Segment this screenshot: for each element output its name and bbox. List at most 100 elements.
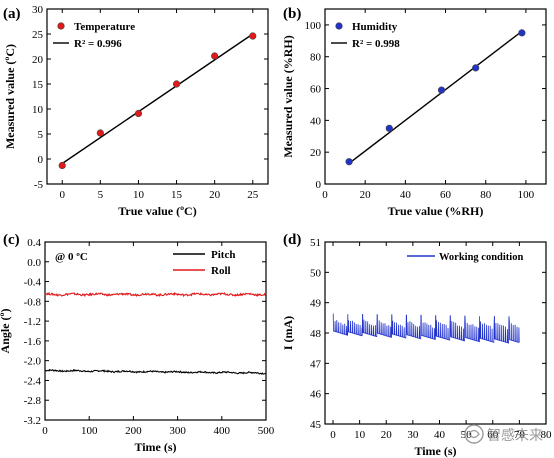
data-point [385, 124, 393, 132]
y-tick-label: 48 [310, 328, 322, 340]
panel-label: (c) [3, 232, 20, 248]
y-tick-label: 30 [32, 4, 44, 16]
x-tick-label: 70 [514, 429, 526, 441]
x-tick-label: 20 [381, 429, 393, 441]
panel-label: (d) [283, 232, 301, 248]
x-tick-label: 50 [461, 429, 473, 441]
data-point [345, 158, 353, 166]
plot-frame [324, 8, 547, 185]
legend-label: Working condition [439, 252, 523, 263]
x-axis-title: True value (ºC) [118, 204, 196, 218]
y-axis-title: Measured value (%RH) [281, 35, 295, 157]
y-tick-label: 0.0 [27, 257, 41, 269]
legend-fit-label: R² = 0.996 [74, 38, 122, 50]
y-tick-label: 46 [310, 389, 322, 401]
data-point [58, 161, 66, 170]
x-tick-label: 60 [440, 189, 452, 201]
y-tick-label: 0 [38, 154, 44, 166]
data-point [96, 129, 104, 137]
x-tick-label: 300 [169, 425, 186, 437]
y-tick-label: 49 [310, 298, 322, 310]
data-point [172, 80, 181, 88]
x-tick-label: 10 [133, 189, 145, 201]
series-line-pitch [44, 368, 267, 375]
y-tick-label: 5 [38, 129, 44, 141]
x-tick-label: 20 [209, 189, 221, 201]
y-tick-label: 0 [316, 179, 322, 191]
x-tick-label: 0 [330, 429, 336, 441]
watermark-logo-mark [468, 429, 480, 439]
x-tick-label: 80 [541, 429, 553, 441]
x-tick-label: 30 [407, 429, 419, 441]
x-tick-label: 100 [518, 189, 535, 201]
annotation: @ 0 ºC [55, 251, 88, 263]
x-axis-title: True value (%RH) [388, 204, 484, 218]
series-line-roll [44, 291, 267, 298]
fit-line [61, 33, 254, 165]
panel-c: (c) 0 100 200 300 400 500 -3.2 -2.8 -2.4 -2.0 -1.6 -… [0, 232, 275, 454]
x-tick-label: 100 [81, 425, 98, 437]
y-tick-label: -5 [34, 179, 44, 191]
data-point [472, 64, 480, 72]
legend-label: Temperature [74, 21, 135, 33]
y-tick-label: 51 [310, 237, 321, 249]
y-tick-label: -2.0 [24, 356, 42, 368]
y-tick-label: 100 [305, 20, 322, 32]
y-tick-label: -1.6 [24, 336, 42, 348]
x-tick-label: 200 [125, 425, 142, 437]
y-tick-label: -2.8 [24, 395, 42, 407]
fit-line [348, 30, 523, 164]
watermark-text: 智感未来 [487, 427, 543, 444]
x-tick-label: 20 [360, 189, 372, 201]
y-axis-title: I (mA) [281, 316, 295, 350]
x-tick-label: 0 [42, 425, 48, 437]
x-axis-title: Time (s) [414, 444, 456, 458]
legend-marker [335, 22, 343, 30]
x-tick-label: 10 [354, 429, 366, 441]
y-axis-title: Measured value (ºC) [3, 44, 17, 149]
y-tick-label: -2.4 [24, 375, 42, 387]
y-tick-label: -1.2 [24, 316, 41, 328]
panel-b: (b) 0 20 40 60 80 100 0 20 40 60 80 100 True value (%… [281, 6, 547, 218]
y-tick-label: 25 [32, 29, 44, 41]
y-tick-label: 15 [32, 79, 44, 91]
x-tick-label: 0 [322, 189, 328, 201]
panel-d: (d) 0 10 20 30 40 50 60 70 80 45 46 47 48 49 50 51 Time (… [281, 232, 552, 458]
y-tick-label: -0.8 [24, 296, 42, 308]
x-tick-label: 400 [214, 425, 231, 437]
data-point [134, 109, 143, 118]
watermark: 智感未来 [464, 424, 543, 444]
data-point [211, 52, 219, 60]
x-tick-label: 80 [480, 189, 492, 201]
legend-marker [57, 22, 65, 30]
y-tick-label: 20 [310, 147, 322, 159]
legend-label: Roll [211, 265, 231, 277]
x-tick-label: 60 [487, 429, 499, 441]
legend-label: Humidity [352, 21, 398, 33]
series-line-working-condition [332, 313, 520, 344]
panel-a: (a) 0 5 10 15 20 25 -5 0 5 10 15 20 25 30 True value (º… [3, 4, 269, 218]
panel-label: (b) [283, 6, 301, 22]
x-tick-label: 0 [59, 189, 65, 201]
plot-frame [46, 8, 269, 185]
y-tick-label: 47 [310, 358, 322, 370]
plot-frame [44, 241, 267, 421]
y-tick-label: -3.2 [24, 415, 41, 427]
legend-label: Pitch [211, 249, 235, 261]
x-tick-label: 40 [400, 189, 412, 201]
data-point [249, 32, 257, 40]
y-tick-label: 40 [310, 115, 322, 127]
watermark-logo-icon [464, 424, 484, 444]
x-axis-title: Time (s) [134, 440, 176, 454]
x-tick-label: 25 [247, 189, 259, 201]
x-tick-label: 500 [258, 425, 275, 437]
y-tick-label: 20 [32, 54, 44, 66]
x-tick-label: 40 [434, 429, 446, 441]
y-tick-label: -0.4 [24, 277, 42, 289]
y-tick-label: 60 [310, 84, 322, 96]
y-tick-label: 50 [310, 267, 322, 279]
x-tick-label: 5 [98, 189, 104, 201]
x-tick-label: 15 [171, 189, 183, 201]
y-axis-title: Angle (º) [0, 309, 12, 354]
